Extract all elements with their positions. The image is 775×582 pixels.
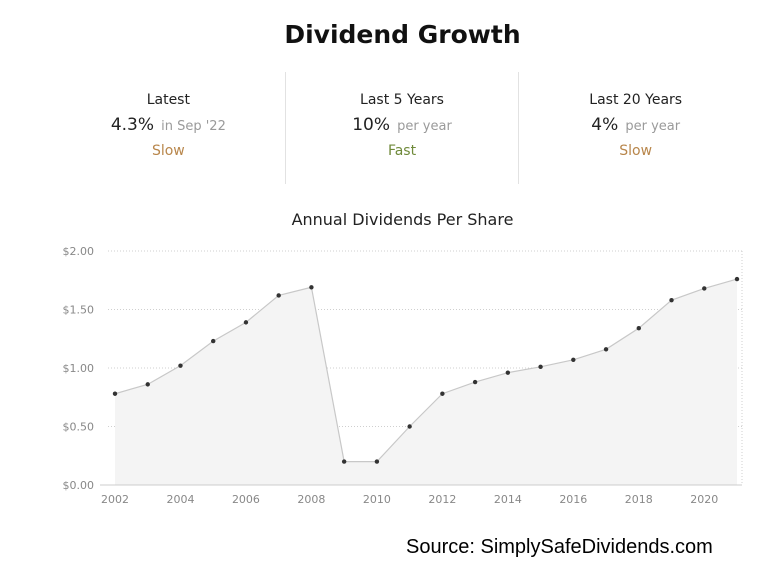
data-point — [211, 338, 216, 344]
y-tick-label: $1.00 — [63, 362, 95, 375]
x-tick-label: 2020 — [690, 493, 718, 506]
y-tick-label: $0.00 — [63, 479, 95, 492]
stat-rating: Slow — [619, 143, 653, 159]
x-tick-label: 2016 — [559, 493, 587, 506]
series-area — [115, 279, 737, 485]
stat-rating: Slow — [151, 143, 185, 159]
data-point — [636, 326, 641, 331]
chart-title: Annual Dividends Per Share — [291, 210, 514, 229]
stats-panel: Latest 4.3% in Sep '22 Slow Last 5 Years… — [52, 72, 752, 184]
y-tick-label: $1.50 — [63, 304, 95, 317]
stat-note: per year — [397, 119, 452, 134]
data-point — [538, 364, 543, 370]
data-point — [669, 297, 674, 303]
y-tick-label: $0.50 — [63, 421, 95, 434]
data-point — [243, 320, 249, 325]
data-point — [407, 424, 412, 429]
x-tick-label: 2006 — [232, 493, 260, 506]
page-title: Dividend Growth — [284, 20, 521, 49]
data-point — [309, 285, 314, 290]
stat-rating: Fast — [387, 143, 417, 159]
data-point — [374, 459, 380, 464]
stat-value: 4% — [591, 115, 619, 135]
stat-value: 4.3% — [110, 115, 155, 135]
data-point — [276, 293, 281, 298]
stat-label: Last 20 Years — [589, 92, 683, 108]
x-tick-label: 2008 — [297, 493, 325, 506]
stat-note: per year — [625, 119, 681, 134]
x-tick-label: 2004 — [166, 493, 194, 506]
data-point — [603, 347, 609, 352]
stat-label: Latest — [146, 92, 190, 108]
x-tick-label: 2014 — [494, 493, 522, 506]
stat-label: Last 5 Years — [360, 92, 444, 108]
stat-last-5-years: Last 5 Years 10% per year Fast — [286, 72, 520, 184]
stat-value: 10% — [352, 115, 390, 135]
data-point — [505, 370, 511, 375]
series-line — [114, 278, 738, 463]
x-tick-label: 2002 — [101, 493, 129, 506]
data-point — [734, 276, 740, 282]
source-credit: Source: SimplySafeDividends.com — [406, 536, 713, 558]
data-point — [341, 459, 347, 464]
stat-last-20-years: Last 20 Years 4% per year Slow — [519, 72, 752, 184]
data-point — [112, 391, 118, 396]
y-tick-label: $2.00 — [63, 245, 95, 258]
x-tick-label: 2018 — [625, 493, 653, 506]
data-point — [472, 379, 478, 385]
data-point — [145, 382, 150, 387]
x-tick-label: 2012 — [428, 493, 456, 506]
stat-note: in Sep '22 — [161, 119, 226, 134]
data-point — [440, 391, 445, 396]
data-point — [702, 286, 707, 291]
data-point — [178, 363, 183, 368]
x-tick-label: 2010 — [363, 493, 391, 506]
data-point — [571, 357, 576, 363]
stat-latest: Latest 4.3% in Sep '22 Slow — [52, 72, 286, 184]
